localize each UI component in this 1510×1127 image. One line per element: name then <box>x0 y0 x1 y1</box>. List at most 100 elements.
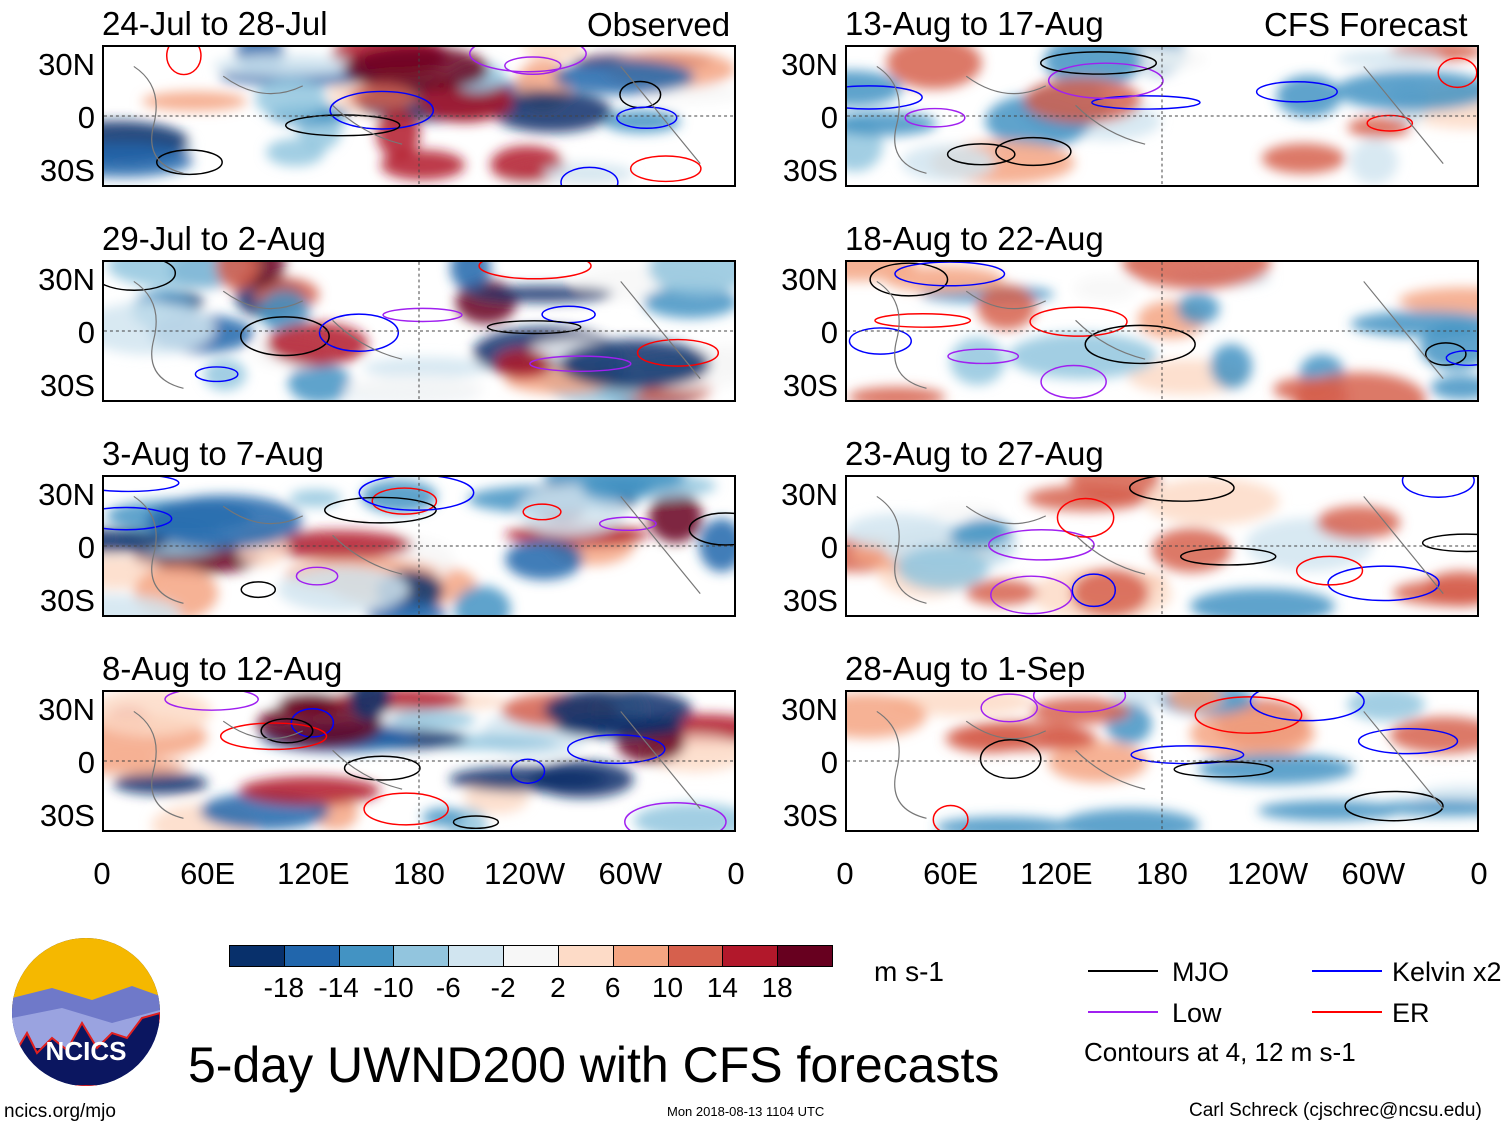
contour <box>295 566 339 586</box>
wind-anomaly <box>277 566 410 613</box>
wind-anomaly <box>1336 50 1443 68</box>
contour <box>848 327 912 355</box>
lat-label: 30S <box>39 153 95 188</box>
contour <box>869 262 949 297</box>
wind-anomaly <box>1373 799 1477 816</box>
wind-anomaly <box>104 594 182 615</box>
colorbar-swatch <box>722 945 779 967</box>
wind-anomaly <box>1143 477 1280 526</box>
wind-anomaly <box>1347 116 1411 138</box>
lat-label: 30N <box>781 47 838 82</box>
wind-anomaly <box>886 47 982 90</box>
lat-label: 0 <box>820 745 838 780</box>
panel-title: 23-Aug to 27-Aug <box>845 435 1104 472</box>
wind-anomaly <box>288 362 352 400</box>
lat-label: 0 <box>77 100 95 135</box>
lat-label: 0 <box>820 100 838 135</box>
footer-credit: Carl Schreck (cjschrec@ncsu.edu) <box>1189 1100 1482 1121</box>
lat-label: 30N <box>781 477 838 512</box>
wind-anomaly <box>491 90 612 133</box>
wind-anomaly <box>648 491 703 543</box>
wind-anomaly <box>1060 808 1200 830</box>
contour-note: Contours at 4, 12 m s-1 <box>1084 1037 1356 1067</box>
wind-anomaly <box>1073 275 1137 302</box>
lon-label: 0 <box>1470 856 1488 891</box>
colorbar-swatch <box>229 945 285 967</box>
legend-er-line <box>1312 1011 1382 1013</box>
contour <box>1424 342 1467 366</box>
wind-anomaly <box>265 138 325 167</box>
contour <box>988 529 1095 561</box>
footer-url[interactable]: ncics.org/mjo <box>4 1101 116 1122</box>
colorbar-label: 10 <box>651 972 684 1003</box>
contour <box>486 320 582 335</box>
wind-anomaly <box>1189 588 1336 615</box>
legend-low-line <box>1088 1011 1158 1013</box>
contour <box>1194 696 1303 734</box>
contour <box>529 355 632 373</box>
contour <box>874 313 972 328</box>
wind-anomaly <box>1257 800 1400 821</box>
contour <box>1255 81 1338 103</box>
colorbar-swatch <box>448 945 505 967</box>
map-panel <box>102 690 736 832</box>
lon-label: 60W <box>598 856 663 891</box>
lat-label: 30S <box>782 153 838 188</box>
panel-title: 3-Aug to 7-Aug <box>102 435 324 472</box>
lat-label: 0 <box>77 530 95 565</box>
lat-label: 0 <box>77 315 95 350</box>
colorbar-swatch <box>503 945 559 967</box>
contour <box>522 503 562 521</box>
wind-anomaly <box>847 693 927 739</box>
contour <box>469 47 587 73</box>
contour <box>1084 324 1196 365</box>
wind-anomaly <box>847 262 917 281</box>
colorbar-swatch <box>777 945 833 967</box>
contour <box>947 348 1020 365</box>
contour <box>478 262 592 280</box>
colorbar-swatch <box>283 945 340 967</box>
wind-anomaly <box>945 724 1033 754</box>
contour <box>165 47 202 76</box>
contour <box>1039 51 1157 75</box>
contour <box>1071 573 1117 608</box>
contour <box>1040 364 1107 399</box>
map-panel <box>845 475 1479 617</box>
wind-anomaly <box>977 284 1036 330</box>
wind-anomaly <box>343 375 486 400</box>
wind-anomaly <box>1122 262 1272 290</box>
contour <box>323 496 437 524</box>
panel-title: 8-Aug to 12-Aug <box>102 650 343 687</box>
wind-anomaly <box>215 262 259 290</box>
wind-anomaly <box>1024 77 1142 124</box>
contour <box>1445 349 1477 367</box>
contour <box>1344 790 1444 822</box>
legend-kelvin-line <box>1312 970 1382 972</box>
lon-label: 180 <box>393 856 445 891</box>
colorbar-label: 6 <box>604 972 621 1003</box>
contour <box>636 338 720 367</box>
wind-anomaly <box>104 758 188 775</box>
lat-label: 30S <box>39 368 95 403</box>
map-panel <box>845 690 1479 832</box>
wind-anomaly <box>494 349 551 379</box>
wind-anomaly <box>380 149 465 181</box>
contour <box>1327 565 1440 602</box>
wind-anomaly <box>927 503 1001 521</box>
map-panel <box>845 45 1479 187</box>
wind-anomaly <box>542 163 634 183</box>
forecast-label: CFS Forecast <box>1264 6 1468 43</box>
wind-anomaly <box>1398 287 1477 315</box>
wind-anomaly <box>1334 70 1477 112</box>
wind-anomaly <box>1168 692 1223 712</box>
contour <box>260 718 314 744</box>
lat-label: 30S <box>39 583 95 618</box>
wind-anomaly <box>1176 293 1220 325</box>
wind-anomaly <box>146 495 303 549</box>
wind-anomaly <box>390 710 476 730</box>
contour <box>904 107 966 128</box>
lat-label: 30N <box>38 692 95 727</box>
panel-title: 29-Jul to 2-Aug <box>102 220 326 257</box>
wind-anomaly <box>581 477 653 502</box>
wind-anomaly <box>141 91 248 112</box>
